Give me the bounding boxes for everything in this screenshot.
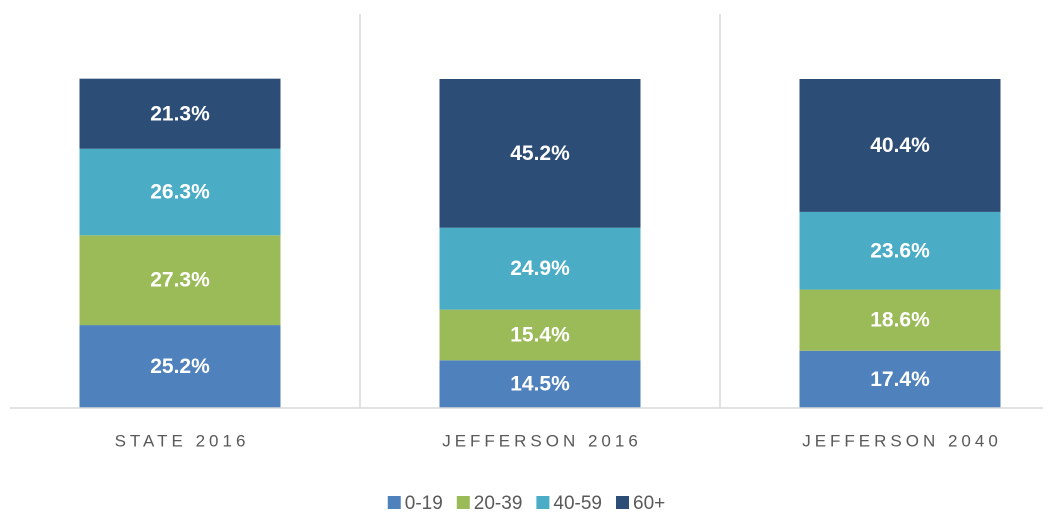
x-tick-label: JEFFERSON 2040: [802, 431, 1002, 450]
data-label: 25.2%: [150, 355, 210, 378]
data-label: 45.2%: [510, 142, 570, 165]
data-label: 18.6%: [870, 309, 930, 332]
bar-segment: [439, 79, 641, 228]
data-label: 17.4%: [870, 368, 930, 391]
data-label: 26.3%: [150, 181, 210, 204]
bar-segment: [79, 325, 281, 408]
x-tick-label: JEFFERSON 2016: [442, 431, 642, 450]
data-label: 24.9%: [510, 257, 570, 280]
data-label: 23.6%: [870, 239, 930, 262]
legend-swatch: [387, 496, 401, 509]
bar-segment: [799, 79, 1001, 212]
bar-segment: [79, 235, 281, 326]
legend: 0-19 20-39 40-59 60+: [387, 493, 665, 514]
data-label: 21.3%: [150, 102, 210, 125]
data-label: 14.5%: [510, 373, 570, 396]
bar-segment: [799, 289, 1001, 351]
x-tick-label: STATE 2016: [115, 431, 250, 450]
data-label: 40.4%: [870, 134, 930, 157]
legend-swatch: [536, 496, 550, 509]
data-label: 15.4%: [510, 324, 570, 347]
bar-segment: [799, 211, 1001, 290]
legend-swatch: [616, 496, 630, 509]
legend-label: 0-19: [405, 493, 443, 514]
bar-segment: [439, 227, 641, 310]
bar-segment: [439, 309, 641, 361]
data-label: 27.3%: [150, 269, 210, 292]
bar-segment: [799, 350, 1001, 408]
legend-label: 40-59: [553, 493, 602, 514]
bar-segment: [79, 78, 281, 149]
legend-label: 60+: [633, 493, 665, 514]
bar-segment: [79, 148, 281, 236]
legend-swatch: [456, 496, 470, 509]
legend-label: 20-39: [474, 493, 523, 514]
bar-segment: [439, 360, 641, 408]
